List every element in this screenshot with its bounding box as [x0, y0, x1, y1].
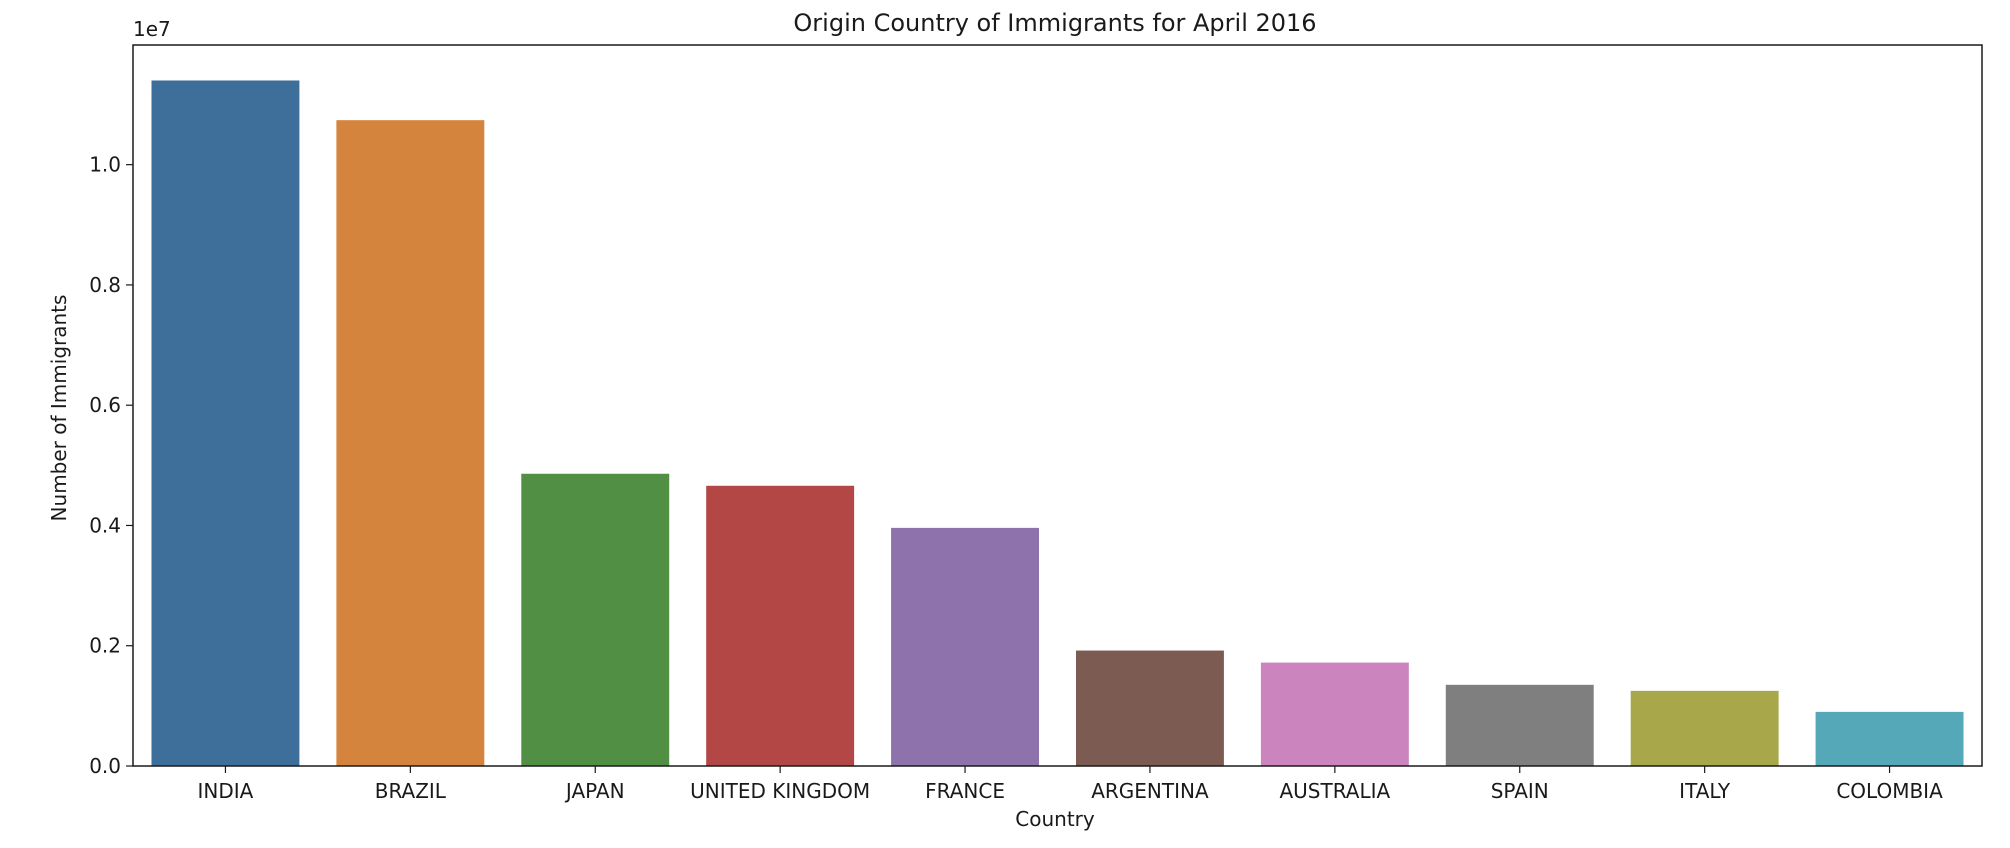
- bar-argentina: [1075, 650, 1224, 766]
- x-tick-label: FRANCE: [925, 779, 1005, 803]
- y-axis-label: Number of Immigrants: [47, 295, 71, 522]
- x-tick-label: ARGENTINA: [1091, 779, 1209, 803]
- bar-india: [151, 80, 300, 766]
- x-tick-label: UNITED KINGDOM: [690, 779, 870, 803]
- plot-area-frame: [132, 44, 1983, 767]
- bar-france: [891, 527, 1040, 766]
- x-tick-label: SPAIN: [1491, 779, 1549, 803]
- bar-brazil: [336, 120, 485, 766]
- chart-title: Origin Country of Immigrants for April 2…: [793, 9, 1316, 37]
- bars-group: [151, 80, 1964, 766]
- y-tick-label: 0.4: [89, 513, 121, 537]
- x-axis-label: Country: [1015, 807, 1095, 831]
- bar-colombia: [1815, 711, 1964, 766]
- y-tick-label: 0.2: [89, 634, 121, 658]
- x-tick-label: COLOMBIA: [1836, 779, 1943, 803]
- y-tick-label: 0.8: [89, 273, 121, 297]
- y-tick-label: 0.0: [89, 754, 121, 778]
- x-tick-label: JAPAN: [564, 779, 625, 803]
- y-axis-ticks: 0.0 0.2 0.4 0.6 0.8 1.0: [89, 153, 133, 778]
- x-tick-label: INDIA: [198, 779, 254, 803]
- y-tick-label: 1.0: [89, 153, 121, 177]
- bar-italy: [1630, 690, 1779, 766]
- x-axis-ticks: INDIA BRAZIL JAPAN UNITED KINGDOM FRANCE ARGE…: [198, 766, 1943, 803]
- y-axis-offset-label: 1e7: [133, 17, 171, 41]
- y-tick-label: 0.6: [89, 393, 121, 417]
- bar-united-kingdom: [706, 485, 855, 766]
- x-tick-label: AUSTRALIA: [1279, 779, 1390, 803]
- bar-spain: [1445, 684, 1594, 766]
- bar-japan: [521, 473, 670, 766]
- x-tick-label: BRAZIL: [375, 779, 447, 803]
- bar-australia: [1260, 662, 1409, 766]
- x-tick-label: ITALY: [1679, 779, 1731, 803]
